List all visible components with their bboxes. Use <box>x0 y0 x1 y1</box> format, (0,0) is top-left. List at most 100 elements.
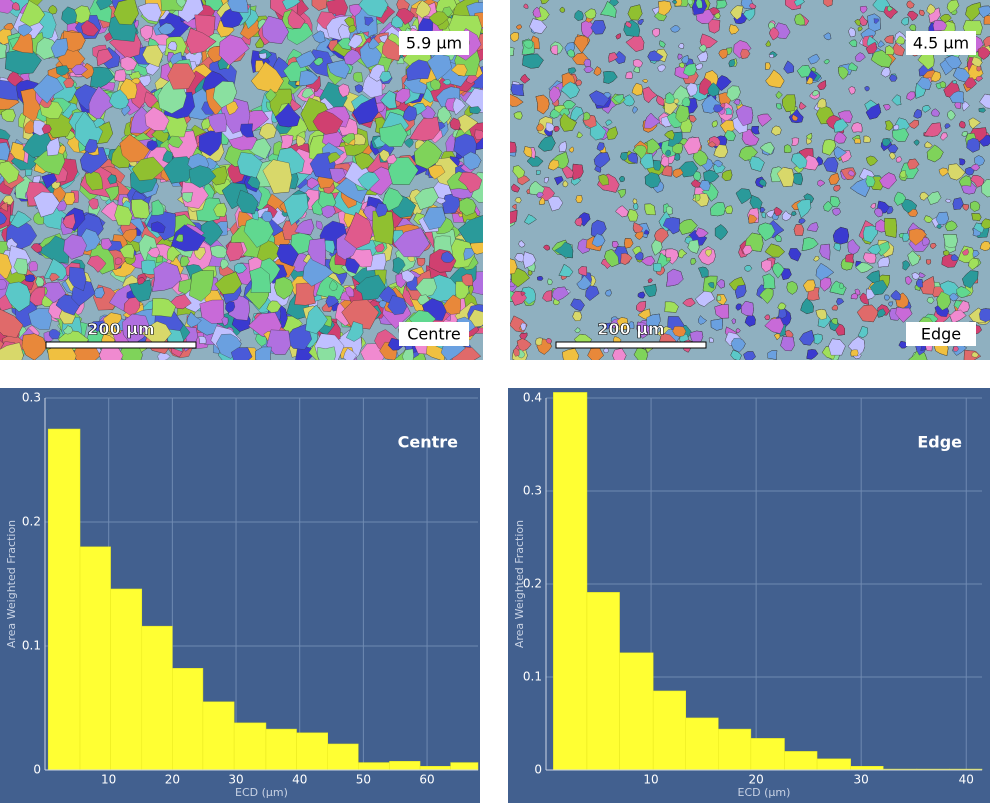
grain <box>382 38 403 61</box>
grain <box>686 82 698 97</box>
grain <box>295 50 316 69</box>
grain <box>225 301 236 314</box>
grain <box>965 2 982 22</box>
grain <box>687 0 694 6</box>
grain <box>41 295 54 307</box>
grain <box>234 263 247 274</box>
grain <box>5 281 31 312</box>
grain <box>806 137 812 145</box>
grain <box>707 282 715 289</box>
grain <box>151 199 164 216</box>
grain <box>836 298 845 306</box>
grain <box>261 210 273 222</box>
grain <box>199 299 225 324</box>
grain <box>427 53 452 81</box>
grain <box>176 0 187 8</box>
grain <box>387 295 407 315</box>
grain <box>459 197 477 216</box>
grain <box>430 78 441 91</box>
grain <box>806 132 813 140</box>
grain <box>85 171 103 191</box>
grain <box>919 9 925 16</box>
grain <box>0 309 24 338</box>
grain <box>959 120 966 129</box>
grain <box>294 282 316 306</box>
grain <box>516 338 532 352</box>
grain <box>236 189 259 215</box>
grain <box>129 279 152 302</box>
map-label: Centre <box>407 325 461 344</box>
grain <box>449 117 461 131</box>
grain <box>759 287 774 304</box>
grain <box>570 106 584 121</box>
grain <box>0 279 8 290</box>
grain <box>87 255 107 273</box>
grain <box>731 318 736 325</box>
grain <box>0 202 8 212</box>
grain <box>46 137 61 156</box>
grain <box>783 60 794 74</box>
grain <box>317 346 337 360</box>
grain <box>307 177 321 190</box>
grain <box>11 30 34 54</box>
grain <box>321 205 336 219</box>
grain <box>329 168 346 183</box>
grain <box>119 244 135 259</box>
grain <box>104 186 119 202</box>
grain <box>137 277 146 285</box>
grain <box>167 63 196 90</box>
grain <box>41 124 52 135</box>
grain <box>913 139 920 146</box>
grain <box>354 84 364 94</box>
grain <box>274 276 294 300</box>
grain <box>956 300 970 313</box>
grain <box>833 118 849 133</box>
grain <box>379 123 408 147</box>
grain <box>364 16 374 26</box>
grain <box>884 294 890 301</box>
grain <box>193 247 206 261</box>
grain <box>950 254 959 261</box>
grain <box>540 0 549 5</box>
grain <box>463 151 482 171</box>
grain <box>32 74 65 104</box>
grain <box>347 34 363 49</box>
grain <box>30 243 43 253</box>
grain <box>939 81 947 89</box>
grain <box>392 256 406 275</box>
grain <box>735 188 752 204</box>
grain <box>0 43 8 59</box>
grain <box>90 66 115 89</box>
grain <box>81 20 99 37</box>
grain <box>782 210 792 221</box>
grain <box>465 88 483 113</box>
grain <box>714 304 729 319</box>
grain <box>919 191 929 201</box>
grain <box>62 325 74 335</box>
grain <box>572 311 582 321</box>
grain <box>554 176 564 186</box>
grain <box>673 153 681 161</box>
grain <box>974 155 985 167</box>
grain <box>786 281 798 295</box>
grain <box>670 25 681 33</box>
grain <box>947 163 966 181</box>
grain <box>325 295 339 308</box>
grain <box>220 258 229 270</box>
grain <box>157 22 176 35</box>
grain <box>474 129 483 140</box>
grain <box>212 81 237 109</box>
grain <box>803 279 816 293</box>
grain <box>307 238 326 267</box>
grain <box>760 207 766 213</box>
grain <box>227 0 249 13</box>
grain <box>633 59 643 68</box>
grain <box>406 59 431 81</box>
grain <box>901 17 909 26</box>
grain <box>833 227 849 245</box>
grain <box>701 182 719 202</box>
grain <box>721 169 733 181</box>
grain <box>55 65 70 76</box>
grain <box>716 279 725 289</box>
